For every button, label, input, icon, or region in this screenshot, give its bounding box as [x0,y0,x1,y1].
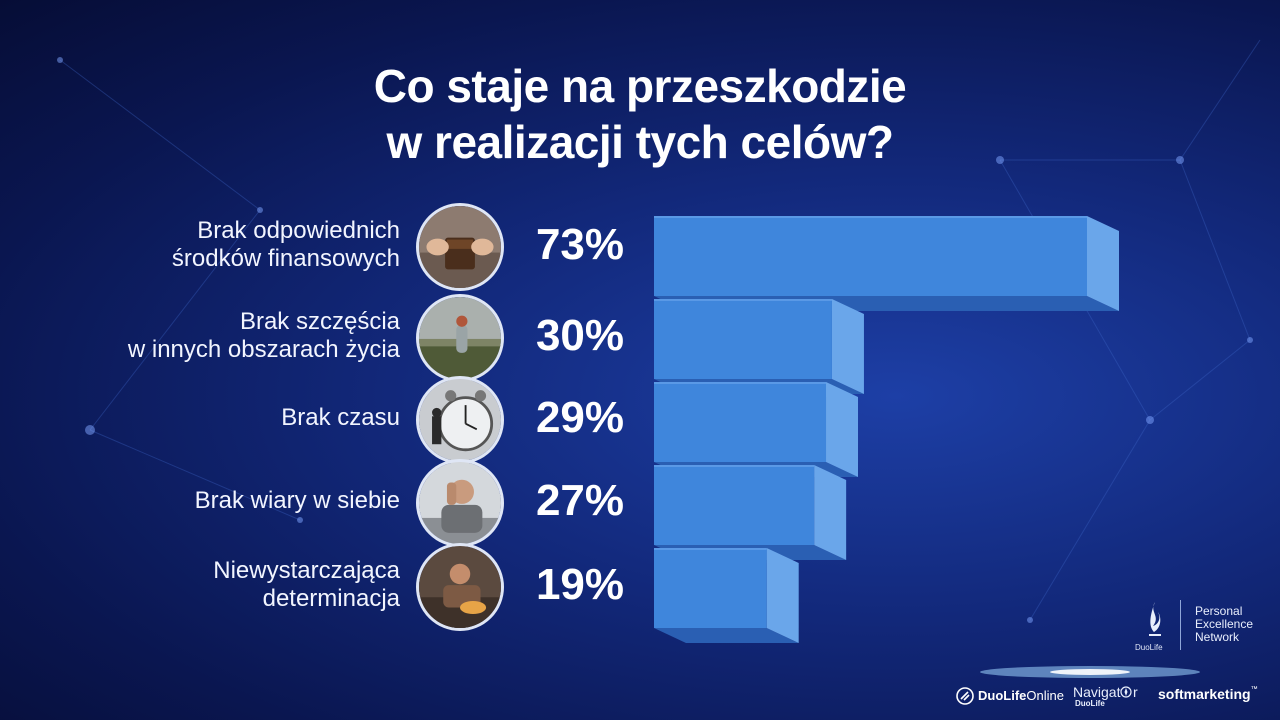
bar-side-face [814,465,847,560]
softmarketing-text: softmarketing [1158,686,1251,702]
duolife-online-icon [956,687,974,705]
bar-bottom-face [654,628,799,643]
bar-side-face [1087,216,1119,311]
bar-front-face [654,548,767,628]
logo-duolife-online: DuoLifeOnline [956,686,1066,706]
navigator-sub: DuoLife [1075,699,1105,708]
duolife-online-part2: Online [1026,688,1064,703]
percent-value: 19% [535,560,625,609]
bar-front-face [654,382,827,462]
row-luck: Brak szczęścia w innych obszarach życia … [0,294,640,382]
logo-navigator: Navigat r DuoLife [1073,684,1138,708]
bar-front-face [654,216,1087,296]
logo-duolife-pen: DuoLife Personal Excellence Network [1130,598,1254,658]
pen-text: Personal Excellence Network [1195,604,1254,644]
bar-front-face [654,465,815,545]
page-title: Co staje na przeszkodzie w realizacji ty… [0,58,1280,170]
percent-value: 29% [535,393,625,442]
bar-1 [654,216,1119,311]
row-label: Brak szczęścia w innych obszarach życia [127,308,400,363]
flame-logo-icon [1149,602,1161,636]
wallet-photo [416,203,504,291]
bar-4 [654,465,847,560]
bar-5 [654,548,799,643]
title-line-1: Co staje na przeszkodzie [373,60,907,112]
row-finances: Brak odpowiednich środków finansowych 73… [0,203,640,291]
title-line-2: w realizacji tych celów? [386,116,894,168]
percent-value: 73% [535,220,625,269]
compass-icon [1120,686,1132,698]
row-label: Niewystarczająca determinacja [213,557,400,612]
row-label: Brak odpowiednich środków finansowych [171,217,400,272]
percent-value: 30% [535,311,625,360]
bar-front-face [654,299,832,379]
logo-softmarketing: softmarketing™ [1158,686,1268,706]
bar-side-face [766,548,799,643]
duolife-small-text: DuoLife [1135,643,1163,652]
trademark: ™ [1250,686,1258,693]
lazy-man-photo [416,543,504,631]
row-label: Brak czasu [281,404,400,431]
alarm-clock-photo [416,376,504,464]
logo-divider [1180,600,1181,650]
worried-man-photo [416,459,504,547]
row-determination: Niewystarczająca determinacja 19% [0,543,640,631]
bar-2 [654,299,864,394]
row-label: Brak wiary w siebie [194,487,400,514]
row-confidence: Brak wiary w siebie 27% [0,459,640,547]
bar-side-face [826,382,859,477]
bar-3 [654,382,859,477]
row-time: Brak czasu 29% [0,376,640,464]
percent-value: 27% [535,476,625,525]
duolife-online-part1: DuoLife [978,688,1027,703]
bar-side-face [831,299,864,394]
navigator-text: Navigat [1073,684,1121,700]
